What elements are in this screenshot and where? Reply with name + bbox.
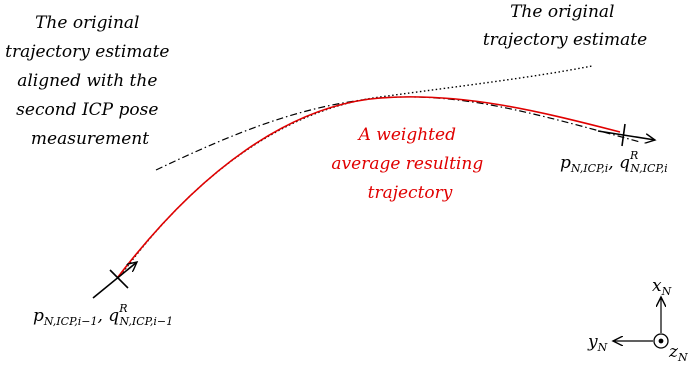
weighted-average-label: A weighted average resulting trajectory <box>331 125 488 203</box>
start-pose-arrow <box>92 262 137 299</box>
start-pose-tick <box>109 269 129 289</box>
y-axis-label: yN <box>587 332 608 354</box>
start-pose-label: pN,ICP,i−1, qR N,ICP,i−1 <box>33 302 173 328</box>
z-axis-dot <box>658 338 664 344</box>
weighted-average-trajectory-curve <box>117 96 621 278</box>
original-trajectory-label: The original trajectory estimate <box>483 2 647 50</box>
coordinate-frame: xN yN zN <box>587 276 688 364</box>
aligned-trajectory-label: The original trajectory estimate aligned… <box>5 13 175 149</box>
x-axis-label: xN <box>652 276 672 298</box>
end-pose-tick <box>621 123 626 147</box>
z-axis-circle <box>653 333 669 349</box>
end-pose-arrow <box>597 130 655 140</box>
z-axis-label: zN <box>668 342 688 364</box>
end-pose-label: pN,ICP,i, qR N,ICP,i <box>560 149 668 175</box>
